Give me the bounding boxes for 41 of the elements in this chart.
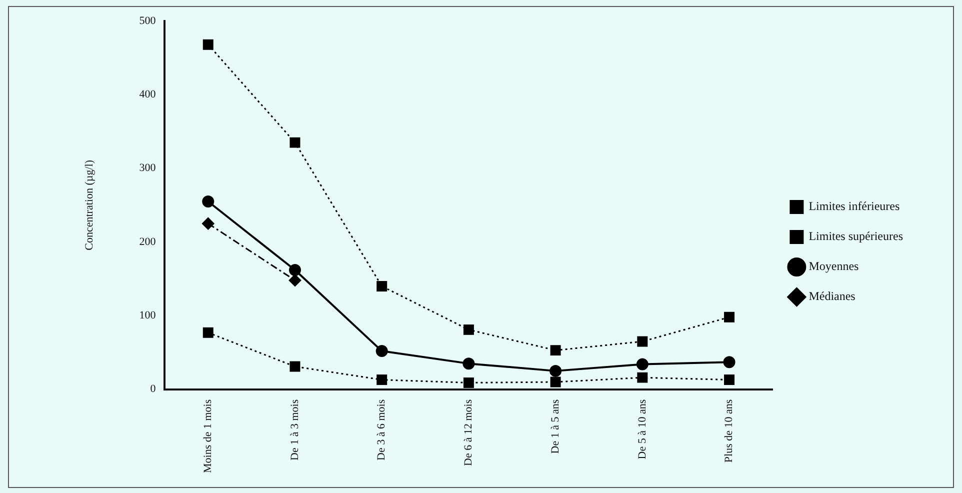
point xyxy=(636,358,648,370)
y-tick-label: 400 xyxy=(139,88,156,101)
point xyxy=(290,137,300,148)
legend-label: Moyennes xyxy=(808,259,860,274)
point xyxy=(290,361,300,372)
point xyxy=(376,374,388,386)
x-tick-label: De 5 à 10 ans xyxy=(636,399,648,460)
point xyxy=(288,264,301,276)
point xyxy=(723,356,736,368)
point xyxy=(202,218,214,230)
legend-label: Limites supérieures xyxy=(808,229,904,244)
x-tick-label: De 6 à 12 mois xyxy=(462,399,475,466)
point xyxy=(550,364,562,377)
point xyxy=(202,195,214,208)
point xyxy=(550,376,561,388)
point xyxy=(463,377,474,388)
point xyxy=(202,39,214,50)
y-tick-label: 200 xyxy=(139,236,156,248)
y-tick-label: 500 xyxy=(139,14,156,27)
point xyxy=(463,324,474,335)
point xyxy=(724,312,735,322)
point xyxy=(462,358,475,370)
x-tick-label: Moins de 1 mois xyxy=(202,399,214,474)
y-tick-label: 100 xyxy=(139,310,156,322)
x-tick-label: De 1 à 3 mois xyxy=(288,399,301,460)
point xyxy=(202,327,214,338)
point xyxy=(550,345,561,356)
point xyxy=(724,374,735,386)
point xyxy=(637,336,648,347)
x-tick-label: De 3 à 6 mois xyxy=(376,399,388,460)
y-tick-label: 300 xyxy=(139,162,156,174)
x-tick-label: Plus de 10 ans xyxy=(723,399,736,463)
point xyxy=(637,372,648,383)
point xyxy=(376,345,388,358)
point xyxy=(288,274,301,286)
point xyxy=(376,280,388,292)
y-axis-title: Concentration (µg/l) xyxy=(83,160,96,250)
legend-label: Limites inférieures xyxy=(808,199,900,214)
x-tick-label: De 1 à 5 ans xyxy=(549,399,562,454)
legend-label: Médianes xyxy=(808,289,856,304)
y-tick-label: 0 xyxy=(150,383,156,396)
